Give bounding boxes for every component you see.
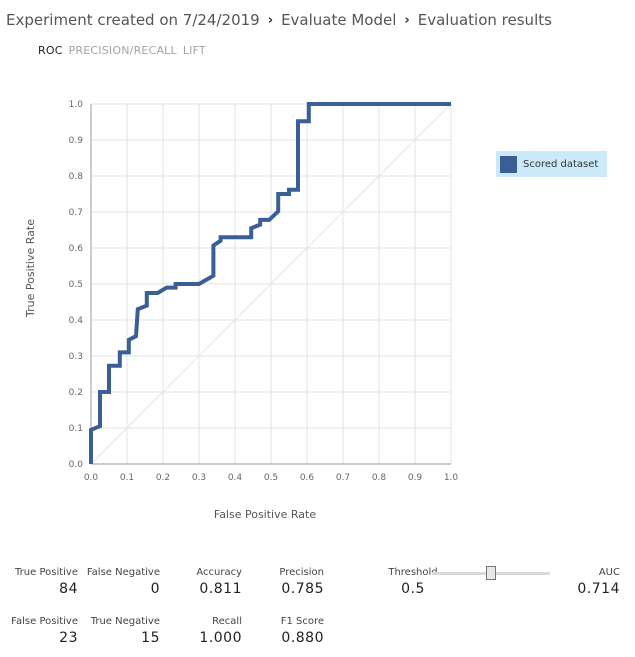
metric-value: 0.811 (199, 581, 242, 597)
x-tick-label: 0.8 (372, 473, 387, 483)
x-tick-label: 0.1 (120, 473, 134, 483)
metric-true-positive: True Positive 84 (10, 567, 78, 597)
chevron-right-icon: › (404, 12, 410, 28)
y-tick-label: 0.7 (69, 208, 83, 218)
breadcrumb-evaluate-model[interactable]: Evaluate Model (281, 11, 397, 29)
y-tick-label: 0.0 (69, 460, 84, 470)
tab-precision-recall[interactable]: PRECISION/RECALL (68, 44, 177, 57)
metric-true-negative: True Negative 15 (80, 616, 160, 646)
y-tick-label: 0.4 (69, 316, 84, 326)
legend-swatch (500, 155, 517, 173)
metric-value: 23 (59, 630, 78, 646)
roc-curve-scored-dataset (89, 102, 451, 464)
y-tick-label: 0.5 (69, 280, 83, 290)
x-tick-label: 0.4 (228, 473, 243, 483)
x-tick-label: 0.2 (156, 473, 170, 483)
x-tick-label: 0.9 (408, 473, 423, 483)
metric-f1-score: F1 Score 0.880 (262, 616, 324, 646)
y-tick-label: 0.9 (69, 136, 84, 146)
metric-label: Threshold (388, 567, 438, 578)
chevron-right-icon: › (267, 12, 274, 28)
metric-accuracy: Accuracy 0.811 (180, 567, 242, 597)
metric-value: 84 (59, 581, 78, 597)
slider-thumb[interactable] (486, 566, 496, 580)
metric-label: Precision (279, 567, 324, 578)
metric-auc: AUC 0.714 (560, 567, 620, 597)
y-tick-label: 1.0 (69, 100, 84, 110)
threshold-slider[interactable] (432, 566, 550, 580)
metric-label: True Negative (90, 616, 160, 627)
metric-value: 15 (141, 630, 160, 646)
metric-label: AUC (598, 567, 620, 578)
legend-label: Scored dataset (523, 158, 599, 170)
metric-false-negative: False Negative 0 (80, 567, 160, 597)
x-axis-label: False Positive Rate (214, 508, 316, 521)
diagonal-reference-line (90, 103, 452, 465)
metric-label: True Positive (15, 567, 78, 578)
metric-value: 0.880 (281, 630, 324, 646)
metric-label: False Positive (11, 616, 78, 627)
y-tick-label: 0.2 (69, 388, 83, 398)
metric-label: False Negative (86, 567, 160, 578)
metric-false-positive: False Positive 23 (10, 616, 78, 646)
chart-tabs: ROC PRECISION/RECALL LIFT (38, 44, 206, 57)
breadcrumb-evaluation-results: Evaluation results (417, 11, 552, 29)
x-tick-label: 0.6 (300, 473, 315, 483)
metric-label: F1 Score (280, 616, 324, 627)
tab-roc[interactable]: ROC (38, 44, 63, 57)
roc-chart: 0.0 0.1 0.2 0.3 0.4 0.5 0.6 0.7 0.8 0.9 1.0 0.0 0.1 0… (24, 100, 459, 521)
metric-label: Accuracy (196, 567, 242, 578)
x-tick-label: 1.0 (444, 473, 459, 483)
metric-value: 0 (150, 581, 160, 597)
x-tick-label: 0.0 (84, 473, 99, 483)
metric-precision: Precision 0.785 (262, 567, 324, 597)
breadcrumb: Experiment created on 7/24/2019 › Evalua… (6, 9, 552, 31)
metric-recall: Recall 1.000 (180, 616, 242, 646)
y-tick-label: 0.3 (69, 352, 83, 362)
metric-value: 0.5 (401, 581, 425, 597)
metric-value: 1.000 (199, 630, 242, 646)
tab-lift[interactable]: LIFT (182, 44, 206, 57)
legend-scored-dataset[interactable]: Scored dataset (496, 151, 607, 177)
metric-label: Recall (212, 616, 242, 627)
y-tick-label: 0.8 (69, 172, 84, 182)
metric-value: 0.714 (577, 581, 620, 597)
metric-value: 0.785 (281, 581, 324, 597)
x-tick-label: 0.7 (336, 473, 350, 483)
y-tick-label: 0.1 (69, 424, 83, 434)
metric-threshold: Threshold 0.5 (370, 567, 456, 597)
x-tick-label: 0.3 (192, 473, 206, 483)
y-tick-label: 0.6 (69, 244, 84, 254)
breadcrumb-experiment[interactable]: Experiment created on 7/24/2019 (6, 11, 260, 29)
y-axis-label: True Positive Rate (24, 219, 37, 318)
x-tick-label: 0.5 (264, 473, 278, 483)
